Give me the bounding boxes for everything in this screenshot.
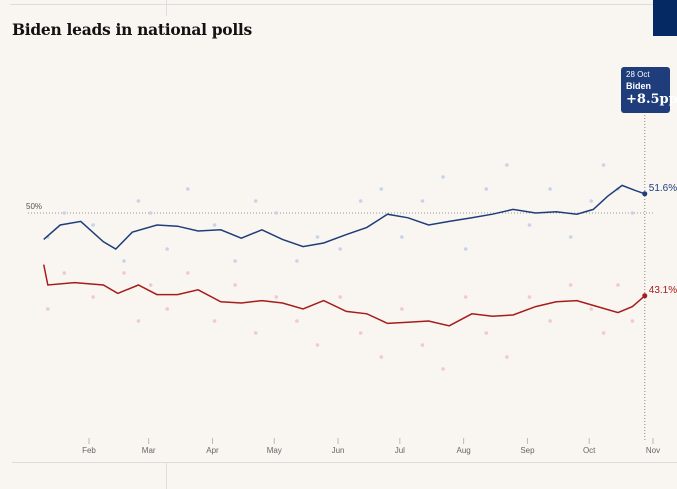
biden-poll-dot <box>484 187 489 191</box>
trump-poll-dot <box>505 355 509 359</box>
x-tick-label: Jul <box>395 446 405 455</box>
biden-poll-dot <box>441 175 445 179</box>
x-tick-label: Oct <box>583 446 596 455</box>
trump-poll-dot <box>601 331 606 335</box>
trump-poll-dot <box>136 319 141 323</box>
trump-poll-dot <box>148 283 153 287</box>
x-tick-label: Aug <box>457 446 471 455</box>
biden-poll-dot <box>463 247 468 251</box>
biden-end-label: 51.6% <box>649 183 677 194</box>
trump-poll-dot <box>315 343 320 347</box>
trump-poll-dot <box>463 295 468 299</box>
biden-poll-dot <box>505 163 509 167</box>
x-tick-label: Mar <box>142 446 156 455</box>
tooltip-date: 28 Oct <box>626 70 650 79</box>
trump-poll-dot <box>589 307 594 311</box>
reference-label: 50% <box>26 202 42 211</box>
biden-poll-dot <box>274 211 279 215</box>
biden-poll-dot <box>233 259 237 263</box>
biden-poll-dot <box>630 211 635 215</box>
divider <box>166 462 167 489</box>
trump-end-point <box>642 293 648 299</box>
trump-poll-dot <box>165 307 170 311</box>
biden-poll-dot <box>212 223 217 227</box>
trump-poll-dot <box>233 283 237 287</box>
biden-poll-dot <box>136 199 141 203</box>
trump-trend-line <box>42 264 646 327</box>
trump-poll-dot <box>484 331 489 335</box>
biden-poll-dot <box>568 235 573 239</box>
trump-poll-dot <box>46 307 50 311</box>
top-rule <box>10 4 677 5</box>
trump-poll-dot <box>441 367 445 371</box>
x-tick-label: Nov <box>646 446 660 455</box>
biden-poll-dot <box>527 223 532 227</box>
trump-poll-dot <box>527 295 532 299</box>
trump-poll-dot <box>122 271 126 275</box>
biden-poll-dot <box>601 163 606 167</box>
divider <box>166 0 167 16</box>
x-tick-label: May <box>267 446 282 455</box>
biden-trend-line <box>43 184 646 250</box>
biden-poll-dot <box>420 199 425 203</box>
trump-poll-dot <box>295 319 299 323</box>
trump-poll-dot <box>338 295 342 299</box>
trump-end-label: 43.1% <box>649 285 677 296</box>
brand-corner <box>653 0 677 36</box>
trump-poll-dot <box>62 271 67 275</box>
trump-poll-dot <box>212 319 217 323</box>
biden-poll-dot <box>62 211 67 215</box>
biden-poll-dot <box>122 259 126 263</box>
tooltip-lead: +8.5pp <box>626 92 677 107</box>
biden-poll-dot <box>165 247 170 251</box>
biden-poll-dot <box>186 187 190 191</box>
biden-poll-dot <box>91 223 95 227</box>
x-tick-label: Apr <box>206 446 219 455</box>
biden-poll-dot <box>148 211 153 215</box>
trump-poll-dot <box>400 307 404 311</box>
tooltip: 28 Oct Biden +8.5pp <box>621 67 677 113</box>
biden-poll-dot <box>589 199 594 203</box>
trump-poll-dot <box>274 295 279 299</box>
biden-poll-dot <box>400 235 404 239</box>
trump-poll-dot <box>91 295 95 299</box>
x-tick-label: Jun <box>332 446 345 455</box>
trump-poll-dot <box>253 331 258 335</box>
x-tick-label: Sep <box>520 446 535 455</box>
trump-poll-dot <box>358 331 363 335</box>
trump-poll-dot <box>568 283 573 287</box>
biden-poll-dot <box>379 187 384 191</box>
trump-poll-dot <box>630 319 635 323</box>
chart-title: Biden leads in national polls <box>12 20 252 39</box>
bottom-rule <box>12 462 677 463</box>
x-tick-label: Feb <box>82 446 96 455</box>
trump-poll-dot <box>186 271 190 275</box>
trump-poll-dot <box>379 355 384 359</box>
biden-poll-dot <box>338 247 342 251</box>
biden-poll-dot <box>548 187 552 191</box>
biden-poll-dot <box>253 199 258 203</box>
biden-poll-dot <box>295 259 299 263</box>
trump-poll-dot <box>616 283 620 287</box>
biden-end-point <box>642 191 648 197</box>
biden-poll-dot <box>358 199 363 203</box>
biden-poll-dot <box>315 235 320 239</box>
tooltip-candidate: Biden <box>626 81 652 91</box>
trump-poll-dot <box>420 343 425 347</box>
trump-poll-dot <box>548 319 552 323</box>
